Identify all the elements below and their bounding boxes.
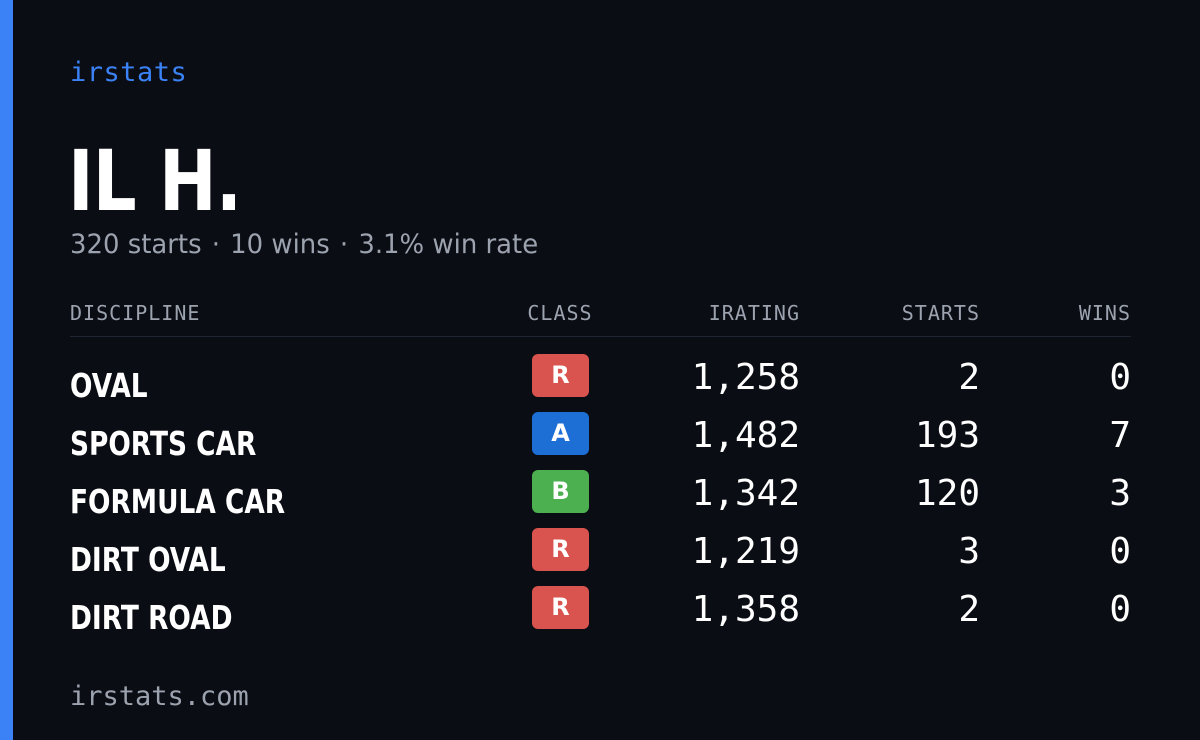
wins-value: 0 — [1109, 531, 1131, 572]
starts-summary: 320 starts — [70, 229, 202, 260]
win-rate-summary: 3.1% win rate — [358, 229, 539, 260]
footer-domain: irstats.com — [70, 681, 249, 712]
starts-value: 2 — [958, 357, 980, 398]
header-irating: IRATING — [708, 301, 800, 325]
driver-summary: 320 starts · 10 wins · 3.1% win rate — [70, 228, 538, 262]
summary-separator: · — [339, 229, 349, 260]
discipline-name: DIRT OVAL — [70, 540, 226, 579]
header-wins: WINS — [1078, 301, 1131, 325]
table-row: OVAL R 1,258 2 0 — [70, 354, 1131, 412]
accent-bar — [0, 0, 13, 740]
wins-value: 7 — [1109, 415, 1131, 456]
brand-logo-text: irstats — [70, 57, 188, 88]
header-starts: STARTS — [901, 301, 980, 325]
wins-value: 3 — [1109, 473, 1131, 514]
license-class-badge: R — [532, 528, 589, 571]
summary-separator: · — [211, 229, 221, 260]
irating-value: 1,358 — [691, 589, 800, 630]
license-class-badge: B — [532, 470, 589, 513]
discipline-name: SPORTS CAR — [70, 424, 257, 463]
irating-value: 1,482 — [691, 415, 800, 456]
starts-value: 120 — [914, 473, 980, 514]
irating-value: 1,219 — [691, 531, 800, 572]
driver-name: IL H. — [68, 132, 242, 230]
starts-value: 193 — [914, 415, 980, 456]
wins-value: 0 — [1109, 589, 1131, 630]
table-row: SPORTS CAR A 1,482 193 7 — [70, 412, 1131, 470]
wins-value: 0 — [1109, 357, 1131, 398]
license-class-badge: A — [532, 412, 589, 455]
license-class-badge: R — [532, 586, 589, 629]
header-discipline: DISCIPLINE — [70, 301, 201, 325]
discipline-name: OVAL — [70, 366, 148, 405]
header-class: CLASS — [527, 301, 593, 325]
irating-value: 1,342 — [691, 473, 800, 514]
table-row: DIRT ROAD R 1,358 2 0 — [70, 586, 1131, 644]
wins-summary: 10 wins — [230, 229, 330, 260]
discipline-table: DISCIPLINE CLASS IRATING STARTS WINS OVA… — [70, 296, 1131, 637]
starts-value: 2 — [958, 589, 980, 630]
table-row: FORMULA CAR B 1,342 120 3 — [70, 470, 1131, 528]
starts-value: 3 — [958, 531, 980, 572]
table-row: DIRT OVAL R 1,219 3 0 — [70, 528, 1131, 586]
table-header: DISCIPLINE CLASS IRATING STARTS WINS — [70, 296, 1131, 337]
discipline-name: DIRT ROAD — [70, 598, 233, 637]
license-class-badge: R — [532, 354, 589, 397]
discipline-name: FORMULA CAR — [70, 482, 286, 521]
irating-value: 1,258 — [691, 357, 800, 398]
